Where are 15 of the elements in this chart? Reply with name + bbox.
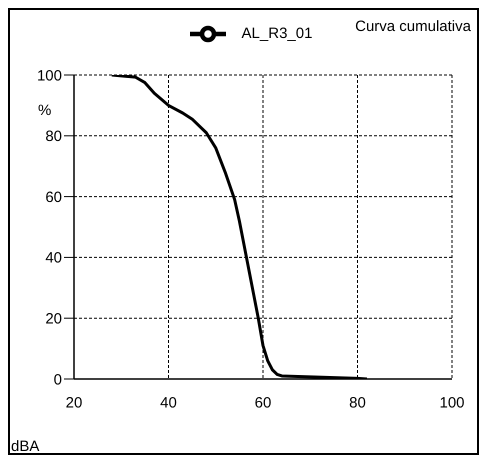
x-tick-label: 100 [439,394,465,412]
x-tick-label: 40 [160,394,177,412]
y-tick-label: 0 [54,371,62,388]
x-axis-title: dBA [11,438,40,455]
chart-title: Curva cumulativa [355,18,471,35]
y-tick-label: 40 [45,250,62,267]
x-tick-label: 60 [254,394,272,412]
y-tick-label: 100 [36,67,62,84]
y-tick-label: 80 [45,128,62,146]
y-axis-title: % [38,102,52,119]
y-tick-label: 20 [45,310,62,328]
x-tick-label: 20 [66,394,82,412]
y-tick-label: 60 [45,188,62,206]
x-tick-label: 80 [349,394,366,412]
legend-label: AL_R3_01 [242,24,312,42]
